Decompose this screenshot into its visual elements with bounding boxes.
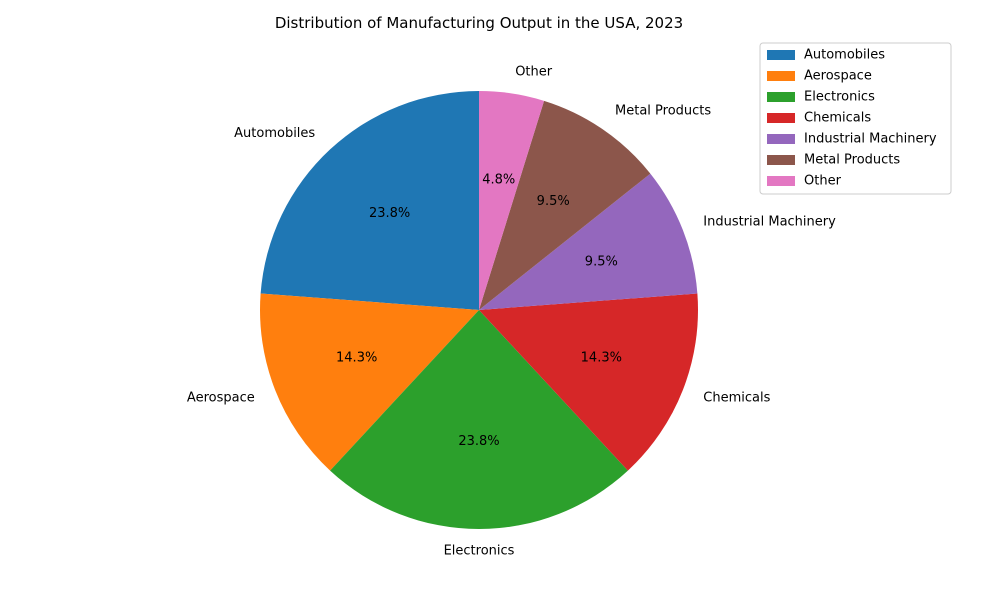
pie-slice-other bbox=[479, 91, 545, 310]
slice-label-aerospace: Aerospace bbox=[187, 390, 255, 405]
slice-label-metal-products: Metal Products bbox=[615, 104, 711, 119]
legend-swatch-industrial-machinery bbox=[767, 134, 795, 144]
pct-label-chemicals: 14.3% bbox=[581, 350, 622, 365]
slice-label-other: Other bbox=[515, 64, 553, 79]
legend-label-electronics: Electronics bbox=[804, 90, 875, 105]
pct-label-electronics: 23.8% bbox=[458, 434, 499, 449]
legend-label-aerospace: Aerospace bbox=[804, 69, 872, 84]
pct-label-industrial-machinery: 9.5% bbox=[585, 255, 618, 270]
pie-slice-metal-products bbox=[479, 100, 651, 310]
legend-swatch-chemicals bbox=[767, 113, 795, 123]
legend-label-chemicals: Chemicals bbox=[804, 111, 871, 126]
pct-label-other: 4.8% bbox=[482, 173, 515, 188]
pie-slice-chemicals bbox=[479, 293, 699, 471]
legend-items: Automobiles Aerospace Electronics Chemicals… bbox=[767, 48, 937, 189]
slice-labels: Automobiles Aerospace Electronics Chemicals… bbox=[187, 64, 836, 558]
legend-label-automobiles: Automobiles bbox=[804, 48, 885, 63]
legend-swatch-other bbox=[767, 176, 795, 186]
legend-swatch-aerospace bbox=[767, 71, 795, 81]
pct-label-automobiles: 23.8% bbox=[369, 206, 410, 221]
legend-label-industrial-machinery: Industrial Machinery bbox=[804, 132, 937, 147]
legend-frame bbox=[759, 42, 952, 195]
legend: Automobiles Aerospace Electronics Chemicals… bbox=[759, 42, 952, 195]
pie-slices bbox=[260, 91, 699, 529]
legend-label-metal-products: Metal Products bbox=[804, 153, 900, 168]
chart-title: Distribution of Manufacturing Output in … bbox=[275, 14, 683, 32]
legend-swatch-automobiles bbox=[767, 50, 795, 60]
pie-slice-automobiles bbox=[260, 91, 479, 310]
slice-label-electronics: Electronics bbox=[444, 543, 515, 558]
legend-label-other: Other bbox=[804, 174, 842, 189]
pie-slice-electronics bbox=[330, 310, 628, 529]
pie-slice-industrial-machinery bbox=[479, 173, 698, 310]
pct-label-metal-products: 9.5% bbox=[537, 194, 570, 209]
percentage-labels: 23.8% 14.3% 23.8% 14.3% 9.5% 9.5% 4.8% bbox=[336, 173, 622, 449]
slice-label-industrial-machinery: Industrial Machinery bbox=[703, 215, 836, 230]
slice-label-automobiles: Automobiles bbox=[234, 126, 315, 141]
pct-label-aerospace: 14.3% bbox=[336, 350, 377, 365]
pie-slice-aerospace bbox=[260, 293, 479, 471]
legend-swatch-electronics bbox=[767, 92, 795, 102]
slice-label-chemicals: Chemicals bbox=[703, 390, 770, 405]
legend-swatch-metal-products bbox=[767, 155, 795, 165]
